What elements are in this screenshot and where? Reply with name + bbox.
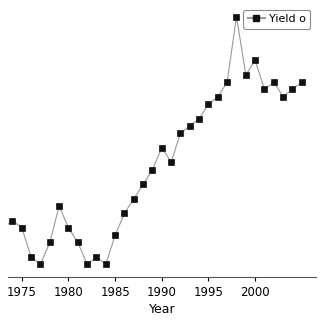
X-axis label: Year: Year xyxy=(148,303,175,316)
Legend: Yield o: Yield o xyxy=(244,10,310,28)
